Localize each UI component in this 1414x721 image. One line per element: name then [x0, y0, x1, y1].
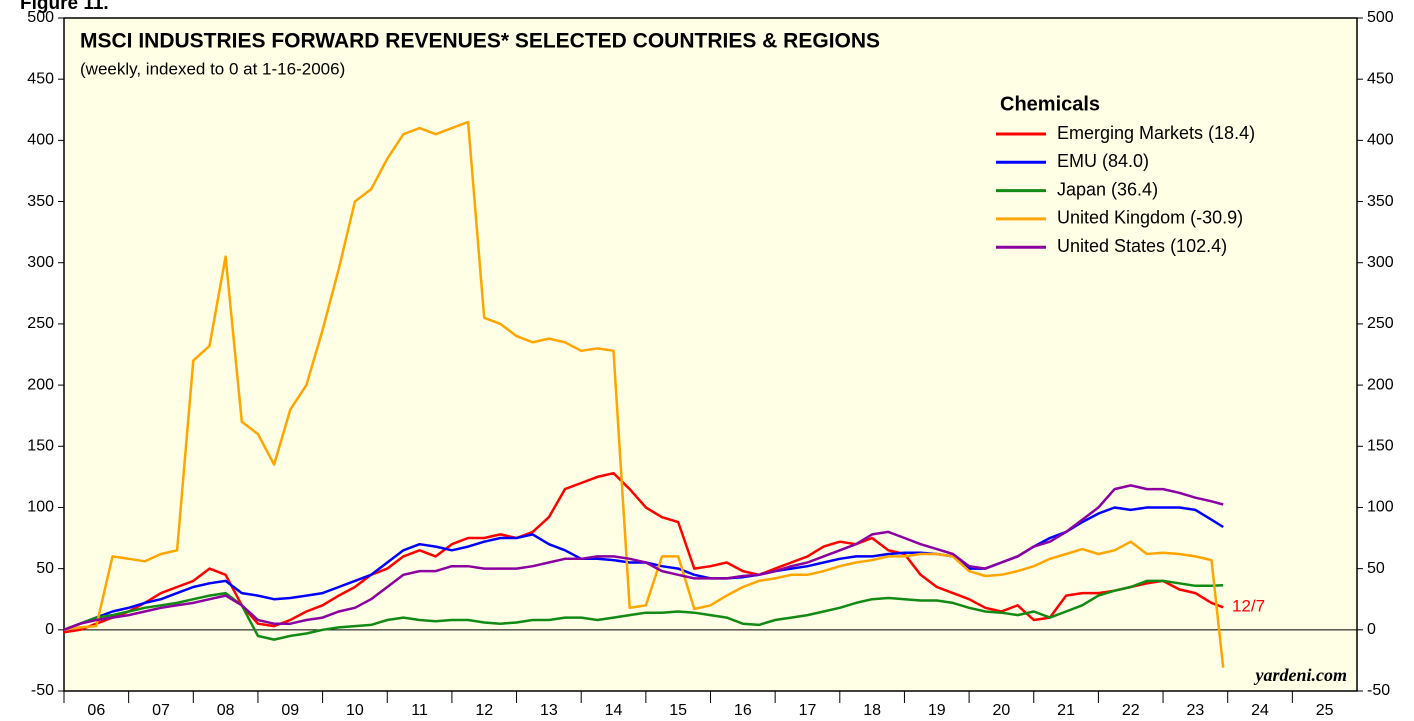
x-tick-label: 23: [1186, 702, 1204, 719]
x-tick-label: 16: [734, 702, 752, 719]
y2-tick-label: 350: [1367, 193, 1394, 210]
y-tick-label: 400: [27, 132, 54, 149]
legend-label: Emerging Markets (18.4): [1057, 123, 1255, 143]
x-tick-label: 24: [1251, 702, 1269, 719]
y2-tick-label: 400: [1367, 132, 1394, 149]
y-tick-label: 350: [27, 193, 54, 210]
x-tick-label: 14: [605, 702, 623, 719]
y-tick-label: 50: [36, 560, 54, 577]
x-tick-label: 21: [1057, 702, 1075, 719]
x-tick-label: 09: [281, 702, 299, 719]
legend-label: Japan (36.4): [1057, 179, 1158, 199]
y-tick-label: -50: [31, 682, 54, 699]
x-tick-label: 11: [411, 702, 428, 719]
x-tick-label: 07: [152, 702, 170, 719]
y-tick-label: 100: [27, 499, 54, 516]
y-tick-label: 0: [45, 621, 54, 638]
x-tick-label: 17: [799, 702, 817, 719]
series-line: [63, 471, 1224, 634]
y-tick-label: 200: [27, 376, 54, 393]
chart-subtitle: (weekly, indexed to 0 at 1-16-2006): [80, 59, 345, 78]
source: yardeni.com: [1254, 665, 1348, 685]
x-tick-label: 25: [1316, 702, 1334, 719]
y2-tick-label: 250: [1367, 315, 1394, 332]
y-tick-label: 450: [27, 70, 54, 87]
y2-tick-label: 300: [1367, 254, 1394, 271]
plot-frame: [63, 17, 1358, 692]
series-line: [63, 484, 1224, 631]
annotation: 12/7: [1232, 596, 1265, 615]
x-tick-label: 18: [863, 702, 881, 719]
series-line: [63, 579, 1224, 641]
legend-label: United Kingdom (-30.9): [1057, 208, 1243, 228]
y2-tick-label: 200: [1367, 376, 1394, 393]
x-tick-label: 19: [928, 702, 946, 719]
x-tick-label: 22: [1122, 702, 1140, 719]
y2-tick-label: 100: [1367, 499, 1394, 516]
y-tick-label: 250: [27, 315, 54, 332]
y2-tick-label: 50: [1367, 560, 1385, 577]
legend-label: EMU (84.0): [1057, 151, 1149, 171]
y-tick-label: 150: [27, 437, 54, 454]
y2-tick-label: 0: [1367, 621, 1376, 638]
chart-title: MSCI INDUSTRIES FORWARD REVENUES* SELECT…: [80, 30, 880, 53]
y2-tick-label: 500: [1367, 9, 1394, 26]
y2-tick-label: -50: [1367, 682, 1390, 699]
y2-tick-label: 150: [1367, 437, 1394, 454]
x-tick-label: 20: [993, 702, 1011, 719]
legend-label: United States (102.4): [1057, 236, 1227, 256]
x-tick-label: 12: [475, 702, 493, 719]
series-line: [63, 120, 1225, 668]
x-tick-label: 13: [540, 702, 558, 719]
x-tick-label: 06: [87, 702, 105, 719]
x-tick-label: 10: [346, 702, 364, 719]
y2-tick-label: 450: [1367, 70, 1394, 87]
figure-label: Figure 11.: [20, 0, 109, 14]
legend-title: Chemicals: [1000, 93, 1100, 115]
y-tick-label: 300: [27, 254, 54, 271]
y-tick-label: 500: [27, 9, 54, 26]
x-tick-label: 08: [217, 702, 235, 719]
x-tick-label: 15: [669, 702, 687, 719]
